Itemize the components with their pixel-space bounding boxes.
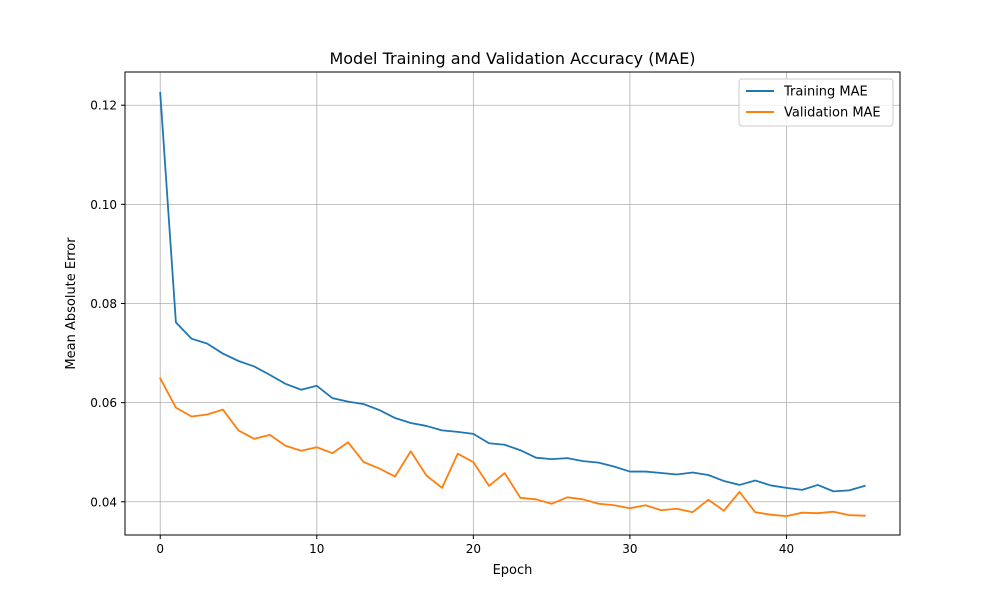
y-axis-label: Mean Absolute Error bbox=[64, 237, 79, 370]
legend-label-training: Training MAE bbox=[783, 85, 868, 100]
y-tick-label: 0.04 bbox=[90, 495, 117, 509]
y-tick-label: 0.08 bbox=[90, 297, 117, 311]
legend-box bbox=[738, 78, 894, 127]
series-lines bbox=[159, 91, 866, 518]
x-tick-label: 20 bbox=[466, 542, 481, 556]
chart-title: Model Training and Validation Accuracy (… bbox=[329, 49, 695, 68]
x-tick-label: 10 bbox=[309, 542, 324, 556]
axis-ticks: 0 10 20 30 40 0.04 0.06 0.08 0.10 0.12 bbox=[90, 99, 794, 556]
training-mae-line bbox=[159, 91, 866, 493]
validation-mae-line bbox=[159, 377, 866, 518]
x-tick-label: 40 bbox=[779, 542, 794, 556]
legend-label-validation: Validation MAE bbox=[784, 106, 881, 121]
y-tick-label: 0.12 bbox=[90, 99, 117, 113]
y-tick-label: 0.10 bbox=[90, 198, 117, 212]
x-axis-label: Epoch bbox=[493, 563, 533, 578]
legend: Training MAE Validation MAE bbox=[738, 78, 894, 127]
x-tick-label: 30 bbox=[622, 542, 637, 556]
x-tick-label: 0 bbox=[156, 542, 164, 556]
y-tick-label: 0.06 bbox=[90, 396, 117, 410]
